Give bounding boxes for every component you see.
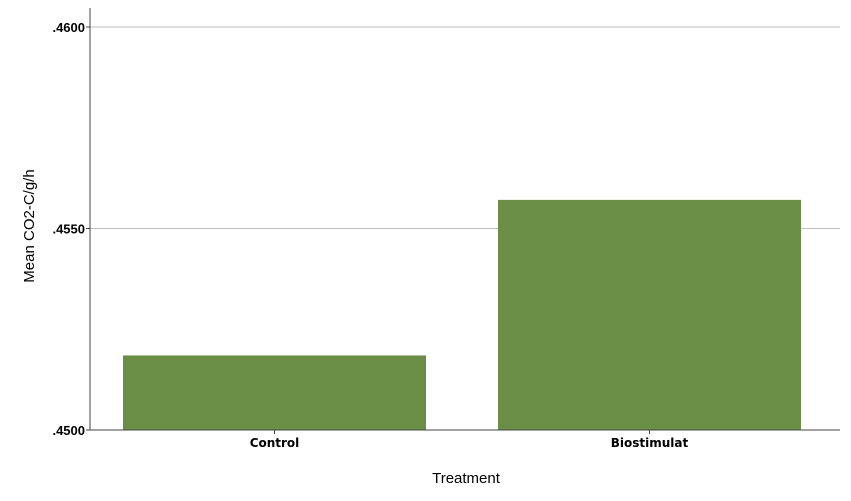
y-tick-label: .4500	[52, 423, 85, 438]
x-tick-label: Biostimulat	[611, 436, 689, 450]
y-tick-label: .4550	[52, 222, 85, 237]
bars	[123, 199, 801, 430]
x-tick-labels: Control Biostimulat	[250, 430, 689, 450]
x-tick-label: Control	[250, 436, 300, 450]
bar-biostimulat	[498, 199, 801, 430]
y-tick-labels: .4500 .4550 .4600	[52, 20, 90, 438]
axes	[89, 8, 840, 431]
y-axis-title: Mean CO2-C/g/h	[21, 169, 38, 282]
gridlines	[90, 26, 840, 229]
y-tick-label: .4600	[52, 20, 85, 35]
bar-control	[123, 355, 426, 430]
x-axis-title: Treatment	[432, 470, 501, 487]
